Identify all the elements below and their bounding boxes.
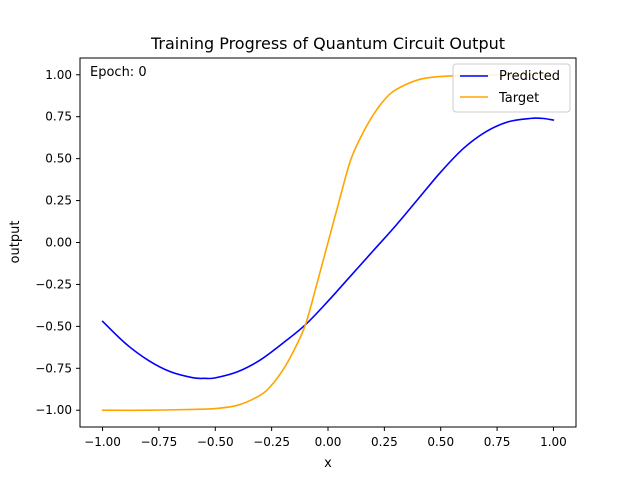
x-tick-label: −0.25	[253, 435, 290, 449]
x-axis-label: x	[324, 456, 332, 471]
y-tick-label: −0.25	[35, 277, 72, 291]
y-tick-label: 0.25	[45, 194, 72, 208]
y-tick-label: 1.00	[45, 68, 72, 82]
y-axis-ticks: −1.00 −0.75 −0.50 −0.25 0.00 0.25 0.50 0.75 1.00	[35, 68, 80, 417]
y-tick-label: 0.75	[45, 110, 72, 124]
y-tick-label: −0.75	[35, 361, 72, 375]
x-axis-ticks: −1.00 −0.75 −0.50 −0.25 0.00 0.25 0.50 0.75 1.00	[84, 427, 567, 449]
x-tick-label: 0.25	[371, 435, 398, 449]
legend-entry-target: Target	[498, 91, 539, 106]
y-tick-label: 0.50	[45, 152, 72, 166]
y-tick-label: 0.00	[45, 236, 72, 250]
chart-title: Training Progress of Quantum Circuit Out…	[150, 34, 505, 53]
plot-lines	[101, 73, 555, 412]
x-tick-label: 0.00	[315, 435, 342, 449]
series-line-target	[101, 73, 555, 412]
x-tick-label: −0.75	[141, 435, 178, 449]
series-line-predicted	[101, 117, 555, 380]
epoch-annotation: Epoch: 0	[90, 65, 147, 80]
x-tick-label: 1.00	[540, 435, 567, 449]
x-tick-label: 0.75	[484, 435, 511, 449]
legend-entry-predicted: Predicted	[499, 69, 560, 84]
legend: Predicted Target	[452, 63, 571, 113]
y-tick-label: −1.00	[35, 403, 72, 417]
x-tick-label: 0.50	[427, 435, 454, 449]
y-axis-label: output	[8, 221, 23, 264]
y-tick-label: −0.50	[35, 319, 72, 333]
x-tick-label: −0.50	[197, 435, 234, 449]
x-tick-label: −1.00	[84, 435, 121, 449]
